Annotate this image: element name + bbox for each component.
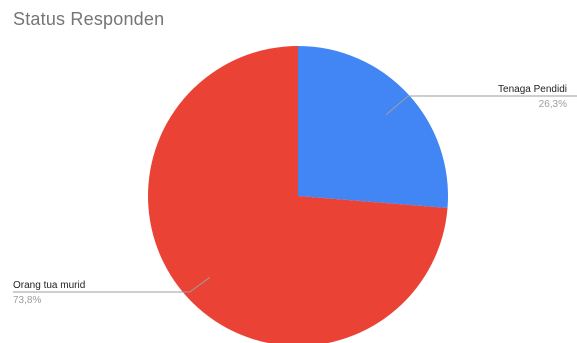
pie-slice-tenaga-pendidik <box>298 46 448 208</box>
leader-line-tenaga-pendidik <box>385 95 577 115</box>
slice-value-tenaga-pendidik: 26,3% <box>539 99 567 110</box>
labels-layer: Tenaga Pendidi 26,3% Orang tua murid 73,8% <box>13 84 577 306</box>
pie-slice-orang-tua-murid <box>148 46 448 343</box>
chart-title: Status Responden <box>13 9 165 29</box>
slice-label-orang-tua-murid: Orang tua murid <box>13 280 85 291</box>
slice-value-orang-tua-murid: 73,8% <box>13 295 41 306</box>
slice-label-tenaga-pendidik: Tenaga Pendidi <box>498 84 567 95</box>
leader-line-orang-tua-murid <box>13 276 211 293</box>
slices-layer <box>148 46 448 343</box>
